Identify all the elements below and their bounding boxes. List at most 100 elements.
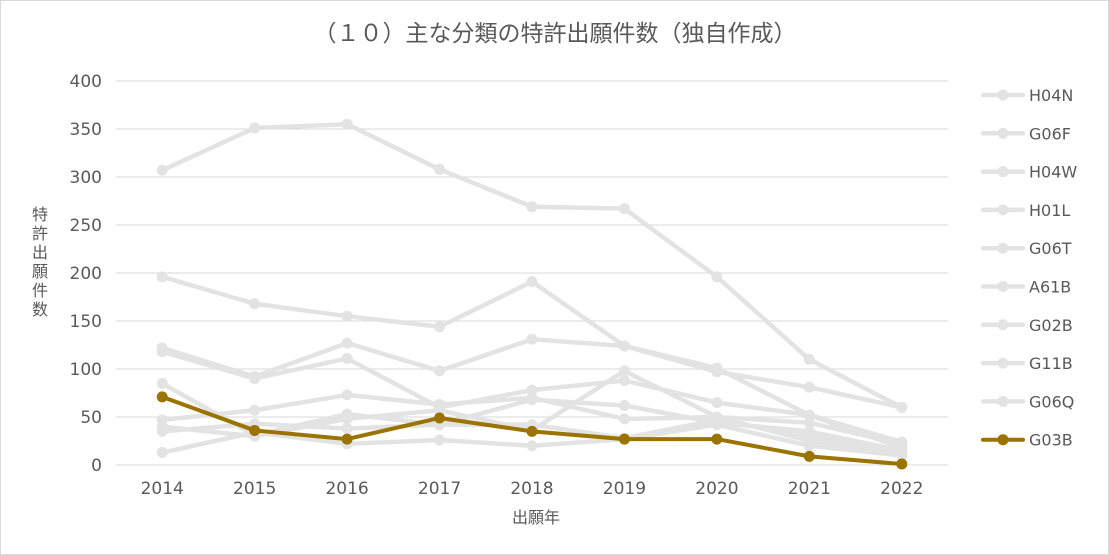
data-point <box>249 404 261 416</box>
y-tick-label: 150 <box>70 312 102 332</box>
data-point <box>711 419 723 431</box>
x-axis-ticks: 2014 2015 2016 2017 2018 2019 2020 2021 2022 <box>141 479 924 499</box>
data-point <box>526 425 538 437</box>
legend-item: G11B <box>980 354 1073 373</box>
legend-label: G02B <box>1029 316 1073 335</box>
x-tick-label: 2020 <box>695 479 738 499</box>
x-axis-title: 出願年 <box>512 508 560 527</box>
y-axis-title: 特許出願件数 <box>32 205 48 319</box>
data-point <box>803 430 815 442</box>
legend-marker <box>997 166 1009 178</box>
legend-label: G03B <box>1029 431 1073 450</box>
data-point <box>803 417 815 429</box>
data-point <box>618 365 630 377</box>
data-point <box>618 413 630 425</box>
legend: H04N G06F H04W H01L G06T A61B G02B G11B G06Q G03B <box>980 86 1077 450</box>
data-point <box>803 353 815 365</box>
data-point <box>341 310 353 322</box>
series-lines <box>156 118 908 470</box>
x-tick-label: 2017 <box>418 479 461 499</box>
y-tick-label: 300 <box>70 168 102 188</box>
gridlines <box>116 80 948 466</box>
data-point <box>526 333 538 345</box>
data-point <box>803 450 815 462</box>
data-point <box>249 122 261 134</box>
legend-marker <box>997 242 1009 254</box>
legend-label: G06T <box>1029 239 1072 258</box>
x-tick-label: 2015 <box>233 479 276 499</box>
data-point <box>434 321 446 333</box>
y-tick-label: 350 <box>70 120 102 140</box>
data-point <box>156 346 168 358</box>
data-point <box>156 164 168 176</box>
legend-label: A61B <box>1029 278 1071 297</box>
legend-item: G03B <box>981 431 1073 450</box>
y-axis-ticks: 0 50 100 150 200 250 300 350 400 <box>70 72 102 476</box>
data-point <box>526 201 538 213</box>
data-point <box>526 384 538 396</box>
data-point <box>526 392 538 404</box>
legend-label: G06F <box>1029 124 1071 143</box>
data-point <box>618 203 630 215</box>
data-point <box>434 412 446 424</box>
data-point <box>341 423 353 435</box>
data-point <box>896 438 908 450</box>
data-point <box>711 271 723 283</box>
legend-label: H01L <box>1029 201 1070 220</box>
legend-item: G02B <box>980 316 1073 335</box>
data-point <box>249 424 261 436</box>
legend-label: G11B <box>1029 354 1073 373</box>
chart-title: （１０）主な分類の特許出願件数（独自作成） <box>314 21 797 47</box>
legend-marker <box>997 204 1009 216</box>
series-g03b <box>156 391 908 470</box>
y-tick-label: 200 <box>70 264 102 284</box>
data-point <box>341 413 353 425</box>
legend-item: H04W <box>980 163 1077 182</box>
data-point <box>618 340 630 352</box>
data-point <box>618 399 630 411</box>
x-tick-label: 2018 <box>510 479 553 499</box>
legend-label: H04W <box>1029 163 1077 182</box>
data-point <box>526 276 538 288</box>
data-point <box>249 298 261 310</box>
data-point <box>156 271 168 283</box>
data-point <box>711 433 723 445</box>
legend-marker <box>997 434 1009 446</box>
data-point <box>896 401 908 413</box>
legend-item: G06Q <box>980 392 1074 411</box>
legend-marker <box>997 357 1009 369</box>
legend-marker <box>997 395 1009 407</box>
legend-marker <box>997 127 1009 139</box>
x-tick-label: 2019 <box>603 479 646 499</box>
data-point <box>896 458 908 470</box>
legend-item: A61B <box>980 278 1071 297</box>
data-point <box>711 397 723 409</box>
data-point <box>156 425 168 437</box>
data-point <box>156 391 168 403</box>
y-tick-label: 0 <box>91 456 102 476</box>
data-point <box>711 362 723 374</box>
x-tick-label: 2014 <box>141 479 184 499</box>
data-point <box>341 433 353 445</box>
y-tick-label: 400 <box>70 72 102 92</box>
data-point <box>434 163 446 175</box>
data-point <box>156 447 168 459</box>
data-point <box>341 118 353 130</box>
legend-item: H04N <box>980 86 1073 105</box>
y-axis-title-text: 特許出願件数 <box>32 205 48 319</box>
legend-marker <box>997 89 1009 101</box>
data-point <box>156 377 168 389</box>
legend-marker <box>997 319 1009 331</box>
legend-item: G06T <box>980 239 1072 258</box>
y-tick-label: 100 <box>70 360 102 380</box>
data-point <box>618 433 630 445</box>
data-point <box>526 440 538 452</box>
data-point <box>803 440 815 452</box>
data-point <box>341 352 353 364</box>
x-tick-label: 2022 <box>880 479 923 499</box>
legend-label: H04N <box>1029 86 1073 105</box>
legend-item: G06F <box>980 124 1071 143</box>
data-point <box>249 373 261 385</box>
